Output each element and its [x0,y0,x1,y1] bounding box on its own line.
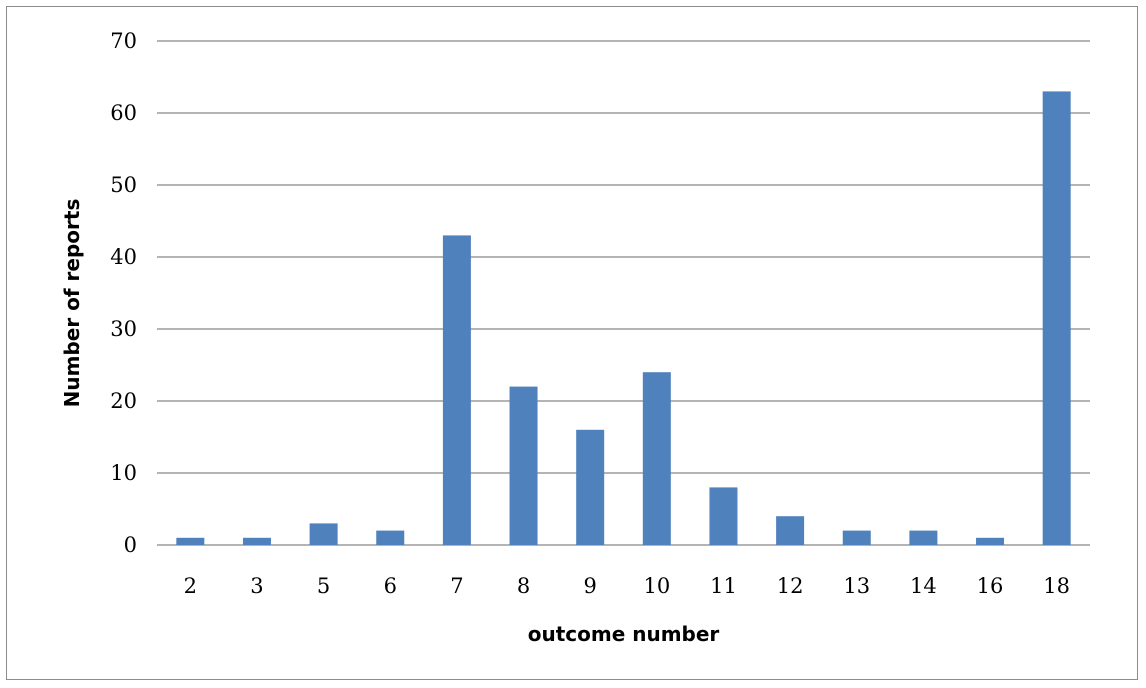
x-tick-label: 18 [1043,574,1070,598]
x-tick-labels: 2 3 5 6 7 8 9 10 11 12 13 14 16 18 [184,574,1070,598]
y-tick-label: 40 [110,245,137,269]
bar [176,537,205,545]
y-axis-title: Number of reports [60,199,84,408]
bar [909,530,938,545]
x-tick-label: 2 [184,574,197,598]
y-tick-label: 0 [124,533,137,557]
bars [176,91,1071,546]
x-tick-label: 13 [843,574,870,598]
bar [976,537,1005,545]
y-tick-labels: 0 10 20 30 40 50 60 70 [110,29,137,557]
bar [509,386,538,545]
x-tick-label: 14 [910,574,937,598]
y-tick-label: 30 [110,317,137,341]
bar [1042,91,1071,546]
x-tick-label: 16 [977,574,1004,598]
bar [576,429,605,545]
bar [376,530,405,545]
x-tick-label: 3 [250,574,263,598]
x-tick-label: 10 [643,574,670,598]
y-tick-label: 70 [110,29,137,53]
y-tick-label: 50 [110,173,137,197]
x-axis-title: outcome number [528,622,720,646]
bar [442,235,471,545]
bar [309,523,338,545]
x-tick-label: 9 [583,574,596,598]
y-tick-label: 10 [110,461,137,485]
x-tick-label: 5 [317,574,330,598]
bar [242,537,271,545]
x-tick-label: 6 [384,574,397,598]
x-tick-label: 12 [777,574,804,598]
bar [709,487,738,545]
bar [642,372,671,545]
bar [842,530,871,545]
gridlines [157,40,1090,546]
x-tick-label: 11 [710,574,737,598]
y-tick-label: 60 [110,101,137,125]
chart-frame [6,6,1138,680]
y-tick-label: 20 [110,389,137,413]
x-tick-label: 7 [450,574,463,598]
bar [776,516,805,545]
x-tick-label: 8 [517,574,530,598]
